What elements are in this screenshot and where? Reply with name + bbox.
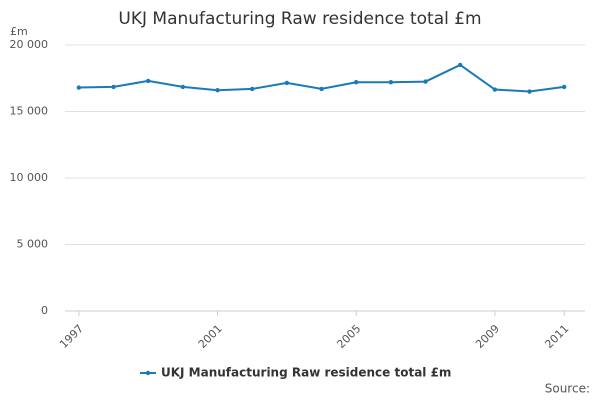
x-tick-label: 1997 bbox=[57, 322, 86, 351]
point bbox=[215, 88, 220, 93]
point bbox=[458, 62, 463, 68]
x-tick-label: 2005 bbox=[334, 322, 363, 351]
point bbox=[319, 86, 324, 92]
point bbox=[527, 89, 532, 94]
y-tick-label: 10 000 bbox=[10, 171, 49, 184]
y-tick-label: 5 000 bbox=[17, 238, 49, 251]
point bbox=[146, 78, 151, 84]
point bbox=[562, 84, 567, 90]
point bbox=[180, 84, 186, 90]
y-tick-label: 20 000 bbox=[10, 38, 49, 51]
y-tick-label: 0 bbox=[41, 304, 48, 317]
point bbox=[250, 86, 255, 92]
point bbox=[423, 79, 428, 84]
legend-swatch-dot bbox=[145, 370, 151, 376]
source: Source: bbox=[545, 382, 590, 396]
y-axis-label: £m bbox=[10, 25, 28, 38]
point bbox=[76, 85, 82, 90]
x-tick-label: 2011 bbox=[542, 322, 571, 351]
point bbox=[111, 84, 116, 90]
point bbox=[388, 80, 394, 85]
y-tick-label: 15 000 bbox=[10, 105, 49, 118]
x-tick-label: 2009 bbox=[473, 322, 502, 351]
legend-label: UKJ Manufacturing Raw residence total £m bbox=[161, 366, 451, 380]
chart-title: UKJ Manufacturing Raw residence total £m bbox=[118, 9, 481, 29]
x-tick-label: 2001 bbox=[196, 322, 225, 351]
point bbox=[284, 80, 290, 86]
point bbox=[354, 80, 359, 85]
point bbox=[492, 87, 498, 92]
